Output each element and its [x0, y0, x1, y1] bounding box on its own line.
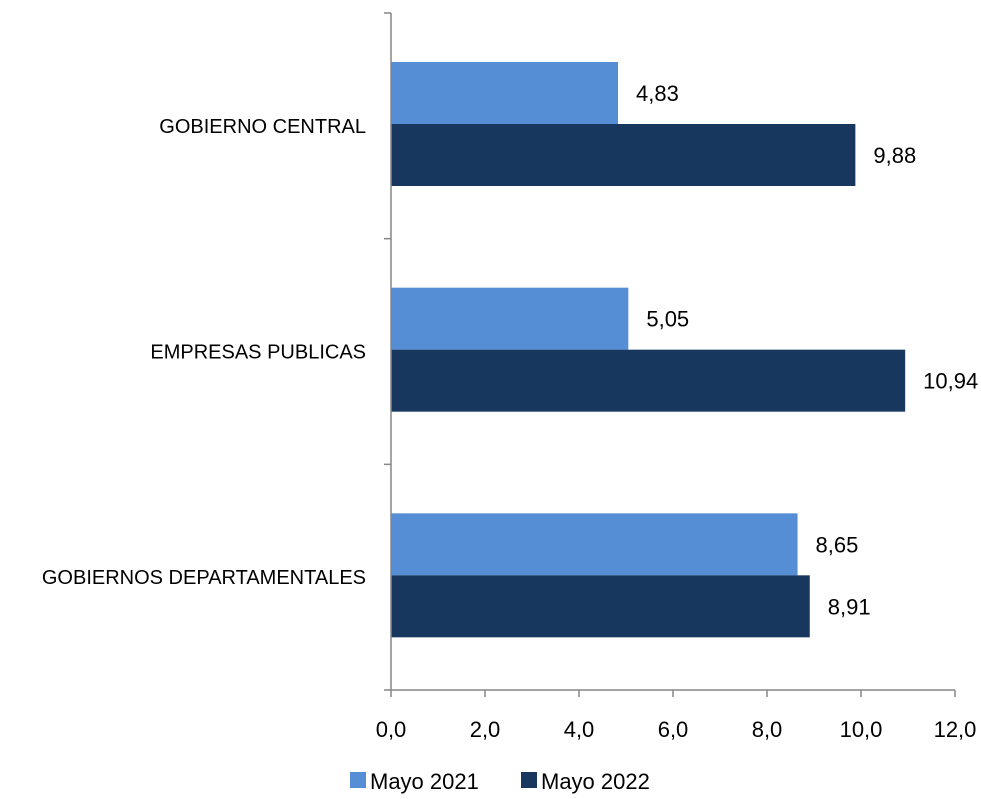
data-label-2-2: 10,94	[923, 369, 978, 394]
x-tick-label-6: 10,0	[840, 717, 883, 742]
legend-swatch-2	[521, 772, 537, 788]
x-tick-label-2: 2,0	[470, 717, 501, 742]
data-label-1-2: 5,05	[646, 307, 689, 332]
bar-2-2	[391, 349, 906, 412]
x-tick-label-5: 8,0	[752, 717, 783, 742]
bar-2-1	[391, 124, 856, 186]
x-tick-label-3: 4,0	[564, 717, 595, 742]
bar-1-3	[391, 513, 798, 576]
x-tick-label-7: 12,0	[934, 717, 977, 742]
bar-1-2	[391, 287, 629, 350]
legend-swatch-1	[350, 772, 366, 788]
category-label-3: GOBIERNOS DEPARTAMENTALES	[42, 567, 366, 589]
x-tick-label-4: 6,0	[658, 717, 689, 742]
data-label-2-1: 9,88	[873, 143, 916, 168]
bar-1-1	[391, 62, 619, 124]
x-tick-label-1: 0,0	[376, 717, 407, 742]
category-label-1: GOBIERNO CENTRAL	[159, 116, 366, 138]
legend-label-2: Mayo 2022	[541, 769, 650, 794]
legend-label-1: Mayo 2021	[370, 769, 479, 794]
data-label-1-1: 4,83	[636, 81, 679, 106]
data-label-1-3: 8,65	[816, 532, 859, 557]
data-label-2-3: 8,91	[828, 594, 871, 619]
category-label-2: EMPRESAS PUBLICAS	[150, 342, 366, 364]
bar-2-3	[391, 575, 810, 638]
